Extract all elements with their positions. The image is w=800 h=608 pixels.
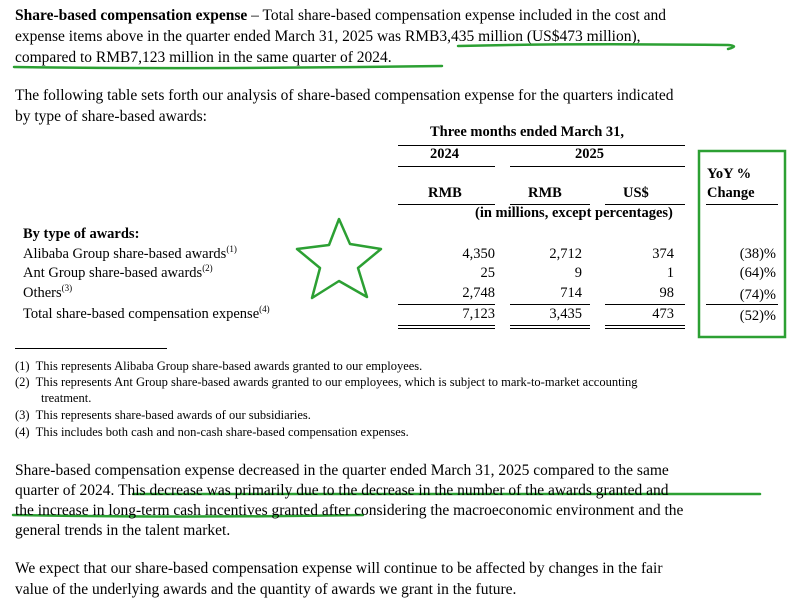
footnote-2-continued: treatment.: [41, 391, 92, 405]
table-cell: (64)%: [739, 265, 776, 281]
table-row-label: Ant Group share-based awards(2): [23, 263, 213, 282]
year-2024-header: 2024: [430, 146, 459, 162]
table-cell: (38)%: [739, 246, 776, 262]
yoy-highlight-box: [697, 149, 787, 339]
period-header: Three months ended March 31,: [430, 124, 625, 140]
table-cell: 473: [652, 306, 674, 322]
table-row-label: Total share-based compensation expense(4…: [23, 304, 270, 323]
table-cell: 374: [652, 246, 674, 262]
table-cell: (74)%: [739, 287, 776, 303]
table-row-label: Others(3): [23, 283, 73, 302]
underline-annotation-4: [11, 513, 365, 518]
paragraph-3-line-1: Share-based compensation expense decreas…: [15, 462, 669, 479]
paragraph-3-line-3: the increase in long-term cash incentive…: [15, 502, 684, 519]
underline-annotation-1: [456, 43, 736, 51]
paragraph-1-line-3: compared to RMB7,123 million in the same…: [15, 49, 392, 66]
paragraph-1-line-1: Share-based compensation expense – Total…: [15, 7, 666, 24]
table-cell: 2,748: [462, 285, 495, 301]
year-2025-header: 2025: [575, 146, 604, 162]
paragraph-3-line-4: general trends in the talent market.: [15, 522, 231, 539]
paragraph-3-line-2: quarter of 2024. This decrease was prima…: [15, 482, 669, 499]
table-cell: 7,123: [462, 306, 495, 322]
section-heading: Share-based compensation expense: [15, 7, 248, 24]
table-cell: 2,712: [549, 246, 582, 262]
table-cell: 1: [666, 265, 674, 281]
awards-section-label: By type of awards:: [23, 226, 140, 242]
table-cell: 25: [480, 265, 496, 281]
table-row-label: Alibaba Group share-based awards(1): [23, 244, 237, 263]
table-cell: 98: [659, 285, 675, 301]
footnote-2: (2) This represents Ant Group share-base…: [15, 375, 638, 389]
currency-rmb-2025: RMB: [528, 185, 562, 201]
underline-annotation-2: [12, 64, 444, 70]
table-cell: 9: [574, 265, 582, 281]
table-cell: 4,350: [462, 246, 495, 262]
currency-usd: US$: [623, 185, 649, 201]
paragraph-4-line-2: value of the underlying awards and the q…: [15, 581, 517, 598]
footnote-4: (4) This includes both cash and non-cash…: [15, 425, 409, 439]
yoy-header-line-2: Change: [707, 185, 755, 201]
table-cell: 3,435: [549, 306, 582, 322]
paragraph-1-line-2: expense items above in the quarter ended…: [15, 28, 641, 45]
star-outline-icon: [295, 217, 383, 300]
paragraph-2-line-2: by type of share-based awards:: [15, 108, 207, 125]
footnote-3: (3) This represents share-based awards o…: [15, 408, 311, 422]
currency-rmb-2024: RMB: [428, 185, 462, 201]
paragraph-2-line-1: The following table sets forth our analy…: [15, 87, 674, 104]
footnote-1: (1) This represents Alibaba Group share-…: [15, 359, 423, 373]
yoy-header-line-1: YoY %: [707, 166, 752, 182]
paragraph-4-line-1: We expect that our share-based compensat…: [15, 560, 663, 577]
table-cell: (52)%: [739, 308, 776, 324]
table-cell: 714: [560, 285, 582, 301]
units-note: (in millions, except percentages): [475, 205, 673, 221]
